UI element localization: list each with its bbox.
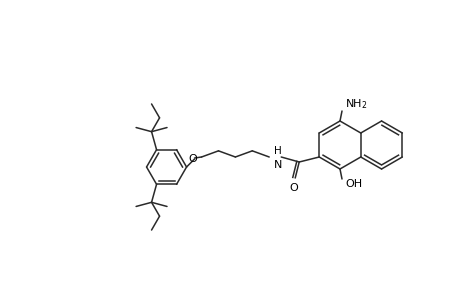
Text: O: O xyxy=(188,154,196,164)
Text: NH$_2$: NH$_2$ xyxy=(344,97,367,111)
Text: O: O xyxy=(289,183,298,193)
Text: H: H xyxy=(274,146,281,156)
Text: N: N xyxy=(274,160,282,170)
Text: OH: OH xyxy=(344,179,361,189)
